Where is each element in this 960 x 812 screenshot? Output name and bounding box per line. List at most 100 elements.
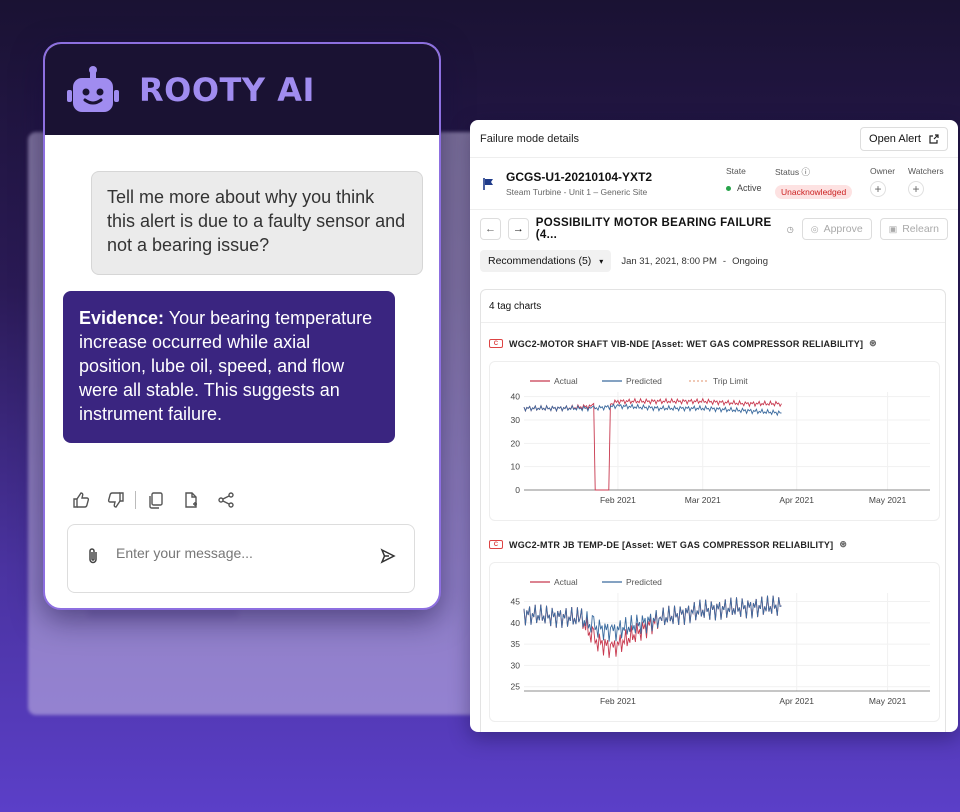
relearn-label: Relearn (902, 223, 939, 235)
watchers-field: Watchers + (908, 166, 944, 197)
x-tick-label: Apr 2021 (779, 495, 814, 505)
copy-icon[interactable] (146, 490, 166, 510)
series-line-predicted (523, 595, 782, 642)
recommendations-row: Recommendations (5) ▾ Jan 31, 2021, 8:00 … (470, 248, 958, 274)
recommendations-dropdown[interactable]: Recommendations (5) ▾ (480, 250, 612, 272)
owner-label: Owner (870, 166, 896, 176)
check-circle-icon: ◎ (810, 223, 819, 234)
robot-icon (67, 65, 119, 112)
message-actions (71, 490, 251, 510)
state-value: Active (737, 183, 762, 193)
failure-mode-row: ← → POSSIBILITY MOTOR BEARING FAILURE (4… (470, 210, 958, 248)
chevron-down-icon: ▾ (599, 256, 604, 266)
status-badge[interactable]: Unacknowledged (775, 185, 853, 199)
paperclip-icon[interactable] (86, 547, 100, 570)
meta-separator: - (722, 255, 727, 267)
approve-label: Approve (823, 223, 863, 235)
legend-label: Actual (554, 376, 578, 386)
message-input-box (67, 524, 415, 593)
relearn-icon: ▣ (888, 223, 898, 234)
actions-divider (135, 491, 136, 509)
send-icon[interactable] (380, 548, 396, 569)
share-icon[interactable] (216, 490, 236, 510)
fingerprint-icon[interactable]: ⊛ (839, 539, 848, 549)
series-line-actual (523, 397, 782, 491)
bot-message: Evidence: Your bearing temperature incre… (63, 291, 395, 443)
chat-title: ROOTY AI (139, 70, 315, 109)
y-tick-label: 35 (511, 639, 521, 649)
prev-arrow-icon[interactable]: ← (480, 218, 501, 240)
message-input[interactable] (116, 544, 380, 561)
tag-icon: C (489, 339, 503, 348)
tag-charts-box: 4 tag charts C WGC2-MOTOR SHAFT VIB-NDE … (480, 289, 946, 732)
tag-charts-count: 4 tag charts (481, 290, 945, 323)
info-icon: ⓘ (801, 167, 810, 177)
evidence-label: Evidence: (79, 308, 165, 328)
chart2-title-row: C WGC2-MTR JB TEMP-DE [Asset: WET GAS CO… (489, 539, 847, 550)
legend-label: Predicted (626, 376, 662, 386)
chart2-panel: Actual Predicted 25 30 35 40 45 Feb 2021 Apr 202… (489, 562, 940, 722)
details-header: Failure mode details Open Alert (470, 120, 958, 158)
alert-progress: Ongoing (732, 255, 768, 267)
y-tick-label: 40 (511, 392, 521, 402)
alert-identity: GCGS-U1-20210104-YXT2 Steam Turbine - Un… (506, 170, 652, 197)
alert-date: Jan 31, 2021, 8:00 PM (621, 255, 717, 267)
chart1-svg: Actual Predicted Trip Limit 0 10 20 30 40 Feb 20… (511, 376, 930, 505)
chart2-title: WGC2-MTR JB TEMP-DE [Asset: WET GAS COMP… (509, 539, 834, 550)
series-line-predicted (523, 403, 782, 417)
active-dot (726, 185, 731, 191)
clock-icon: ◷ (786, 224, 794, 234)
x-tick-label: Feb 2021 (600, 495, 636, 505)
details-title: Failure mode details (480, 132, 580, 145)
fingerprint-icon[interactable]: ⊛ (869, 338, 877, 348)
state-field: State Active (726, 166, 762, 193)
y-tick-label: 40 (511, 618, 521, 628)
y-tick-label: 30 (511, 660, 521, 670)
approve-button[interactable]: ◎ Approve (801, 218, 872, 240)
chat-window: ROOTY AI Tell me more about why you thin… (43, 42, 441, 610)
y-tick-label: 20 (511, 438, 521, 448)
x-tick-label: Apr 2021 (779, 696, 814, 706)
alert-summary: GCGS-U1-20210104-YXT2 Steam Turbine - Un… (470, 158, 958, 210)
failure-mode-title: POSSIBILITY MOTOR BEARING FAILURE (4... (535, 217, 772, 241)
status-field: Status ⓘ Unacknowledged (775, 166, 853, 199)
alert-id[interactable]: GCGS-U1-20210104-YXT2 (506, 170, 653, 184)
chat-header: ROOTY AI (45, 44, 439, 135)
y-tick-label: 30 (511, 415, 521, 425)
x-tick-label: May 2021 (869, 495, 907, 505)
state-label: State (726, 166, 746, 176)
watchers-label: Watchers (908, 166, 944, 176)
chart1-title-row: C WGC2-MOTOR SHAFT VIB-NDE [Asset: WET G… (489, 338, 877, 349)
failure-mode-details-panel: Failure mode details Open Alert GCGS-U1-… (470, 120, 958, 732)
x-tick-label: Mar 2021 (685, 495, 721, 505)
external-link-icon (929, 133, 939, 144)
legend-label: Actual (554, 577, 578, 587)
y-tick-label: 0 (515, 485, 520, 495)
legend-label: Trip Limit (713, 376, 748, 386)
flag-icon (483, 177, 493, 190)
user-message: Tell me more about why you think this al… (91, 171, 423, 275)
thumbs-up-icon[interactable] (71, 490, 91, 510)
add-watcher-icon[interactable]: + (908, 181, 924, 197)
open-alert-label: Open Alert (869, 132, 921, 145)
x-tick-label: Feb 2021 (600, 696, 636, 706)
recommendations-label: Recommendations (5) (488, 255, 592, 267)
x-tick-label: May 2021 (869, 696, 907, 706)
document-icon[interactable] (181, 490, 201, 510)
thumbs-down-icon[interactable] (106, 490, 126, 510)
add-owner-icon[interactable]: + (870, 181, 886, 197)
y-tick-label: 45 (511, 597, 521, 607)
y-tick-label: 10 (511, 462, 521, 472)
chart1-title: WGC2-MOTOR SHAFT VIB-NDE [Asset: WET GAS… (509, 338, 864, 349)
status-label: Status (775, 167, 800, 177)
open-alert-button[interactable]: Open Alert (860, 126, 948, 151)
alert-asset: Steam Turbine - Unit 1 – Generic Site (506, 187, 648, 197)
bot-message-text: Your bearing temperature increase occurr… (79, 308, 373, 424)
legend-label: Predicted (626, 577, 662, 587)
owner-field: Owner + (870, 166, 895, 197)
tag-icon: C (489, 540, 503, 549)
relearn-button[interactable]: ▣ Relearn (879, 218, 948, 240)
chart1-panel: Actual Predicted Trip Limit 0 10 20 30 40 Feb 20… (489, 361, 940, 521)
next-arrow-icon[interactable]: → (507, 218, 529, 240)
chart2-svg: Actual Predicted 25 30 35 40 45 Feb 2021 Apr 202… (511, 577, 930, 706)
